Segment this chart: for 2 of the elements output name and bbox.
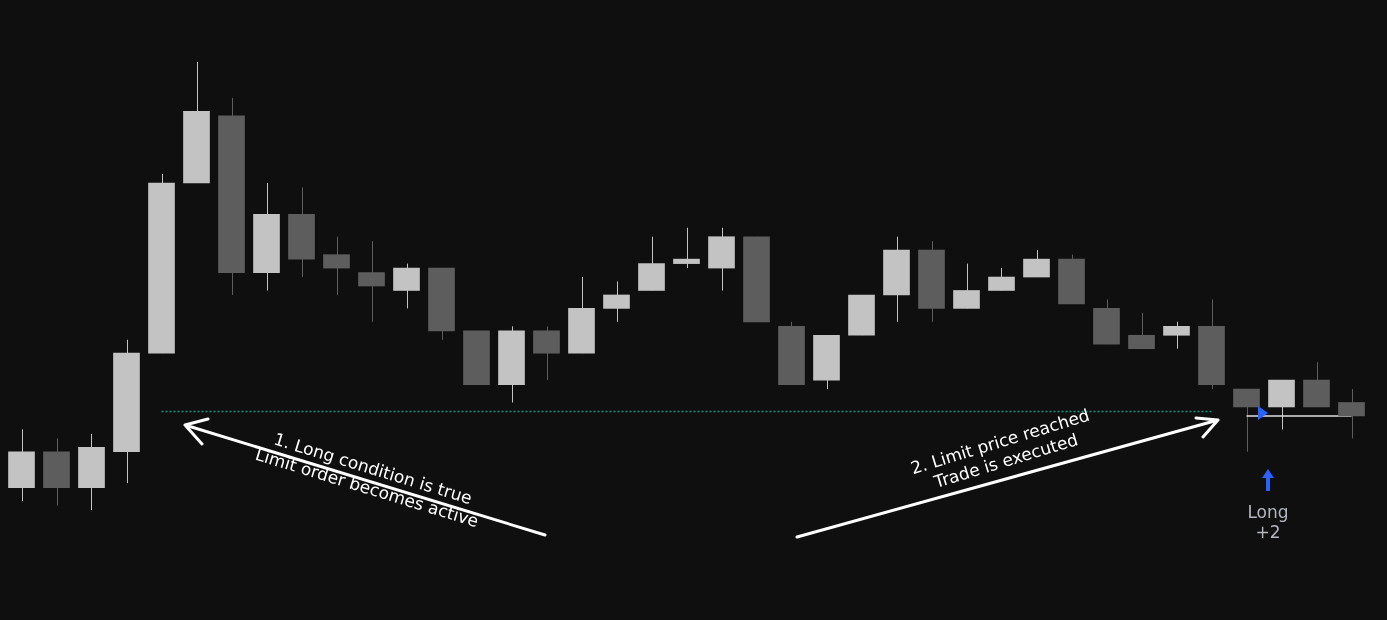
annotation: Long +2 (1247, 502, 1289, 542)
candlestick (673, 227, 700, 269)
